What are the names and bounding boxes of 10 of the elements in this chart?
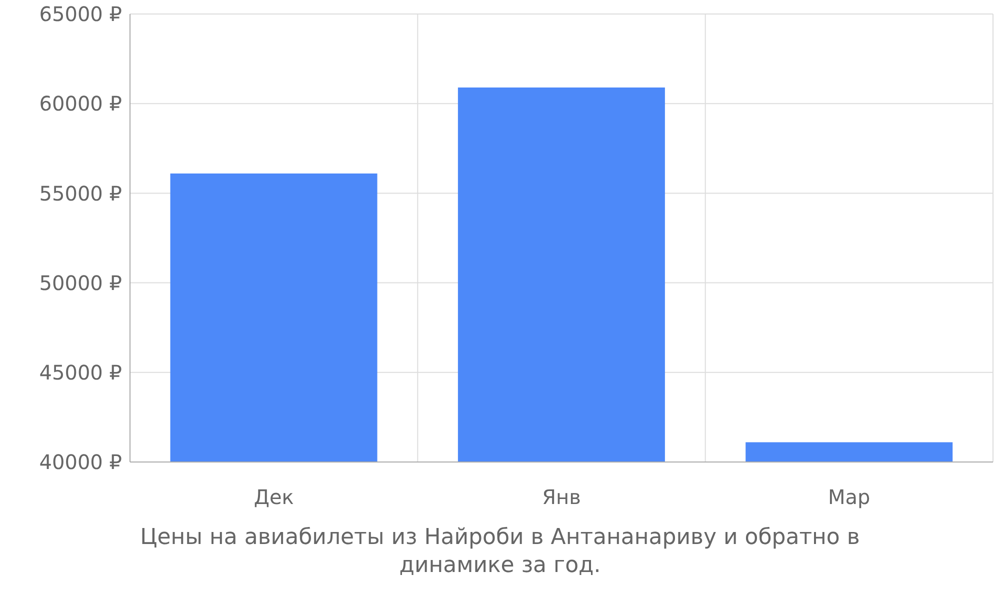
- x-tick-label: Дек: [254, 485, 294, 510]
- x-tick-label: Мар: [828, 485, 870, 510]
- y-tick-label: 40000 ₽: [39, 450, 122, 474]
- y-tick-label: 45000 ₽: [39, 360, 122, 384]
- y-tick-label: 50000 ₽: [39, 270, 122, 295]
- text: Цены на авиабилеты из Найроби в Антананариву и обратно в динамике за год.: [139, 524, 861, 580]
- y-tick-label: 65000 ₽: [39, 2, 122, 26]
- y-tick-label: 55000 ₽: [39, 181, 122, 206]
- y-tick-label: 60000 ₽: [39, 92, 122, 116]
- x-tick-label: Янв: [542, 485, 581, 510]
